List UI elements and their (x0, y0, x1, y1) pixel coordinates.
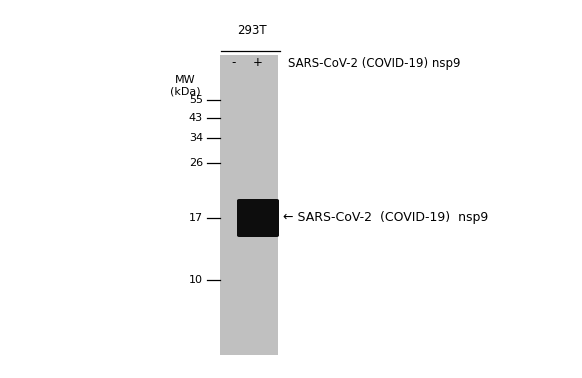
Text: 10: 10 (189, 275, 203, 285)
Text: 293T: 293T (237, 24, 267, 37)
Text: 17: 17 (189, 213, 203, 223)
Text: 26: 26 (189, 158, 203, 168)
Text: 55: 55 (189, 95, 203, 105)
FancyBboxPatch shape (237, 199, 279, 237)
Text: +: + (253, 56, 263, 70)
Text: MW
(kDa): MW (kDa) (170, 75, 200, 97)
Text: SARS-CoV-2 (COVID-19) nsp9: SARS-CoV-2 (COVID-19) nsp9 (288, 56, 460, 70)
Text: 34: 34 (189, 133, 203, 143)
Text: ← SARS-CoV-2  (COVID-19)  nsp9: ← SARS-CoV-2 (COVID-19) nsp9 (283, 212, 488, 225)
Text: 43: 43 (189, 113, 203, 123)
Text: -: - (232, 56, 236, 70)
Bar (220, 55, 278, 355)
